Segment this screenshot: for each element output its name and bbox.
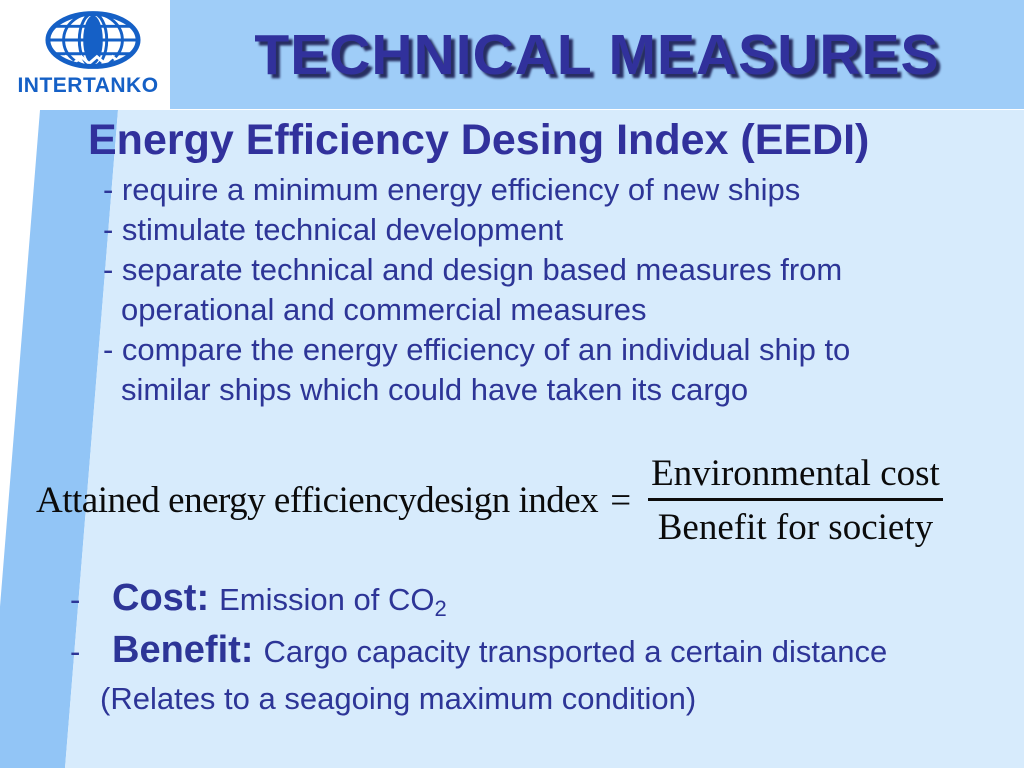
- bullet-line-wrap: similar ships which could have taken its…: [121, 372, 749, 407]
- content-panel: [65, 110, 1024, 768]
- benefit-label: Benefit:: [112, 629, 254, 671]
- bullet-line: - require a minimum energy efficiency of…: [103, 172, 801, 207]
- co2-subscript: 2: [434, 596, 447, 621]
- benefit-dash: -: [70, 634, 81, 669]
- bullet-list: - require a minimum energy efficiency of…: [103, 170, 850, 410]
- cost-dash: -: [70, 582, 81, 617]
- globe-grid-icon: [45, 11, 141, 69]
- cost-text: Emission of CO: [219, 582, 435, 617]
- benefit-bullet: - Benefit: Cargo capacity transported a …: [70, 629, 887, 672]
- benefit-text: Cargo capacity transported a certain dis…: [263, 634, 888, 669]
- fraction-denominator: Benefit for society: [647, 498, 944, 549]
- bullet-line: - separate technical and design based me…: [103, 252, 843, 287]
- eedi-heading: Energy Efficiency Desing Index (EEDI): [88, 116, 870, 164]
- cost-bullet: - Cost: Emission of CO 2: [70, 577, 447, 621]
- condition-note: (Relates to a seagoing maximum condition…: [100, 681, 697, 716]
- header-title: TECHNICAL MEASURES: [254, 22, 940, 87]
- bullet-line: - compare the energy efficiency of an in…: [103, 332, 851, 367]
- bullet-line-wrap: operational and commercial measures: [121, 292, 647, 327]
- fraction: Environmental cost Benefit for society: [641, 452, 950, 549]
- fraction-numerator: Environmental cost: [651, 453, 940, 494]
- equals-sign: =: [610, 480, 632, 521]
- eedi-formula: Attained energy efficiencydesign index =…: [36, 452, 950, 549]
- logo-wordmark: INTERTANKO: [17, 74, 159, 97]
- cost-label: Cost:: [112, 577, 210, 619]
- bullet-line: - stimulate technical development: [103, 212, 564, 247]
- header-band: TECHNICAL MEASURES: [170, 0, 1024, 109]
- intertanko-logo: INTERTANKO: [0, 0, 170, 109]
- formula-lhs: Attained energy efficiencydesign index: [36, 480, 599, 521]
